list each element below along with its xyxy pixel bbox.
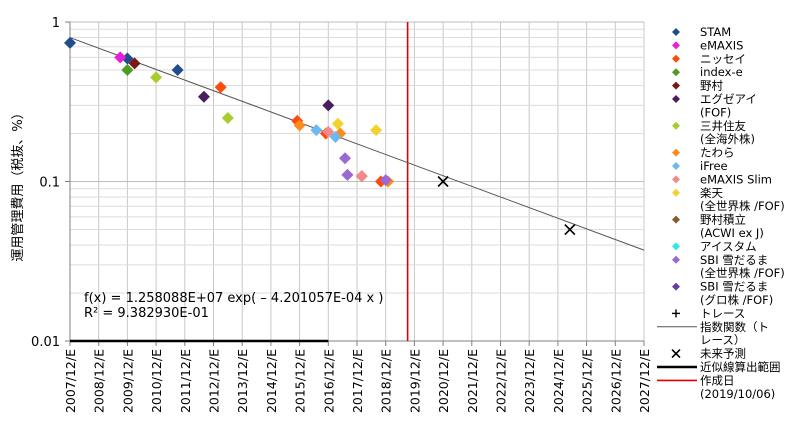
x-tick-label: 2011/12/E xyxy=(178,349,193,413)
trendline xyxy=(69,37,645,251)
x-tick-label: 2024/12/E xyxy=(551,349,566,413)
legend-label: 作成日(2019/10/06) xyxy=(700,373,775,400)
legend-label: たわら xyxy=(700,146,735,160)
trendline-equation: f(x) = 1.258088E+07 exp( – 4.201057E-04 … xyxy=(84,291,383,306)
data-point xyxy=(221,112,234,125)
data-point xyxy=(121,64,134,77)
legend-marker xyxy=(672,255,680,264)
x-tick-label: 2009/12/E xyxy=(120,349,135,413)
y-axis-label: 運用管理費用（税抜、%） xyxy=(10,106,26,261)
legend-marker xyxy=(672,81,680,90)
legend-marker-forecast xyxy=(671,349,681,359)
legend-label: 指数関数（トレース） xyxy=(700,320,769,347)
legend-label: 楽天(全世界株 /FOF) xyxy=(700,186,785,213)
legend-marker xyxy=(672,162,680,170)
data-point xyxy=(322,125,335,138)
data-points xyxy=(64,36,395,188)
legend-label: 野村積立(ACWI ex J) xyxy=(700,213,764,240)
forecast-point xyxy=(564,223,576,236)
x-tick-label: 2019/12/E xyxy=(407,349,422,413)
legend-marker xyxy=(672,68,680,77)
data-point xyxy=(329,131,342,144)
data-point xyxy=(121,52,134,65)
y-tick-label: 0.01 xyxy=(31,335,60,350)
grid xyxy=(69,21,645,342)
x-tick-label: 2010/12/E xyxy=(149,349,164,413)
legend-label: iFree xyxy=(700,159,728,173)
x-tick-label: 2008/12/E xyxy=(92,349,107,413)
legend-marker xyxy=(672,54,680,63)
legend-marker xyxy=(672,175,680,184)
data-point xyxy=(322,99,335,112)
legend-marker xyxy=(672,28,680,36)
legend-marker xyxy=(672,41,680,50)
legend-label: 未来予測 xyxy=(700,347,746,361)
legend: STAMeMAXISニッセイindex-e野村エグゼアイ(FOF)三井住友(全海… xyxy=(657,25,785,401)
x-tick-label: 2026/12/E xyxy=(608,349,623,413)
data-point xyxy=(370,124,383,137)
forecast-point xyxy=(437,175,449,188)
legend-label: STAM xyxy=(700,25,731,39)
legend-label: eMAXIS xyxy=(700,38,743,52)
data-point xyxy=(64,36,76,49)
data-point xyxy=(214,81,227,94)
data-point xyxy=(331,117,344,130)
data-point xyxy=(341,168,354,181)
data-point xyxy=(293,119,306,132)
legend-label: index-e xyxy=(700,65,743,79)
x-tick-label: 2018/12/E xyxy=(379,349,394,413)
legend-label: アイスタム xyxy=(700,239,757,253)
x-tick-label: 2023/12/E xyxy=(522,349,537,413)
data-point xyxy=(171,64,184,77)
data-point xyxy=(339,152,352,165)
x-tick-label: 2027/12/E xyxy=(637,349,652,413)
x-tick-label: 2020/12/E xyxy=(436,349,451,413)
data-point xyxy=(197,90,210,103)
data-point xyxy=(114,51,127,64)
x-tick-label: 2022/12/E xyxy=(494,349,509,413)
legend-marker-trace xyxy=(672,309,680,318)
legend-marker xyxy=(672,215,680,224)
legend-label: SBI 雪だるま(グロ株 /FOF) xyxy=(700,280,773,307)
data-point xyxy=(379,174,392,187)
x-tick-label: 2014/12/E xyxy=(264,349,279,413)
y-tick-label: 0.1 xyxy=(39,176,60,191)
legend-marker xyxy=(672,148,680,157)
legend-marker xyxy=(672,282,680,291)
legend-label: 近似線算出範囲 xyxy=(700,360,781,374)
legend-marker xyxy=(672,188,680,197)
legend-marker xyxy=(672,95,680,103)
legend-label: ニッセイ xyxy=(700,52,746,66)
x-tick-label: 2017/12/E xyxy=(350,349,365,413)
y-tick-label: 1 xyxy=(52,16,60,31)
legend-marker xyxy=(672,121,680,130)
data-point xyxy=(128,57,141,70)
data-point xyxy=(310,124,323,137)
x-tick-label: 2012/12/E xyxy=(207,349,222,413)
legend-label: SBI 雪だるま(全世界株 /FOF) xyxy=(700,253,785,280)
legend-marker xyxy=(672,242,680,251)
x-tick-label: 2007/12/E xyxy=(63,349,78,413)
x-tick-labels: 2007/12/E 2008/12/E 2009/12/E 2010/12/E 2011… xyxy=(63,341,652,413)
data-point xyxy=(150,71,163,84)
legend-label: 三井住友(全海外株) xyxy=(700,119,755,146)
x-tick-label: 2013/12/E xyxy=(235,349,250,413)
legend-label: エグゼアイ(FOF) xyxy=(700,92,757,119)
legend-label: 野村 xyxy=(700,79,723,93)
legend-label: トレース xyxy=(700,306,745,320)
y-tick-labels: 1 0.1 0.01 xyxy=(31,16,70,350)
x-tick-label: 2021/12/E xyxy=(465,349,480,413)
x-tick-label: 2025/12/E xyxy=(580,349,595,413)
x-tick-label: 2015/12/E xyxy=(293,349,308,413)
legend-label: eMAXIS Slim xyxy=(700,172,772,186)
data-point xyxy=(355,170,368,183)
x-tick-label: 2016/12/E xyxy=(321,349,336,413)
forecast-points xyxy=(437,175,576,236)
trendline-r-squared: R² = 9.382930E-01 xyxy=(84,306,209,321)
